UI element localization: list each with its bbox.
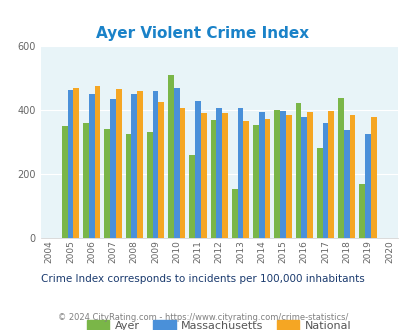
Bar [62, 126, 67, 238]
Bar [274, 110, 279, 238]
Bar [158, 102, 164, 238]
Bar [337, 98, 343, 238]
Bar [301, 117, 307, 238]
Bar [173, 88, 179, 238]
Bar [231, 189, 237, 238]
Text: Crime Index corresponds to incidents per 100,000 inhabitants: Crime Index corresponds to incidents per… [41, 274, 364, 284]
Bar [110, 99, 115, 238]
Legend: Ayer, Massachusetts, National: Ayer, Massachusetts, National [83, 316, 355, 330]
Bar [222, 113, 227, 238]
Bar [370, 117, 376, 238]
Bar [364, 134, 370, 238]
Bar [243, 121, 249, 238]
Bar [349, 115, 354, 238]
Bar [94, 86, 100, 238]
Bar [200, 113, 206, 238]
Bar [73, 88, 79, 238]
Bar [131, 94, 137, 238]
Bar [285, 115, 291, 238]
Bar [137, 91, 143, 238]
Bar [115, 89, 121, 238]
Bar [89, 94, 94, 238]
Bar [104, 128, 110, 238]
Bar [195, 101, 200, 238]
Bar [83, 123, 89, 238]
Bar [295, 103, 301, 238]
Bar [147, 132, 152, 238]
Bar [179, 108, 185, 238]
Bar [125, 134, 131, 238]
Bar [316, 148, 322, 238]
Bar [189, 155, 195, 238]
Text: Ayer Violent Crime Index: Ayer Violent Crime Index [96, 26, 309, 41]
Bar [328, 111, 333, 238]
Bar [264, 119, 270, 238]
Bar [210, 120, 216, 238]
Bar [307, 112, 312, 238]
Bar [343, 130, 349, 238]
Bar [152, 91, 158, 238]
Text: © 2024 CityRating.com - https://www.cityrating.com/crime-statistics/: © 2024 CityRating.com - https://www.city… [58, 313, 347, 322]
Bar [168, 75, 173, 238]
Bar [279, 111, 285, 238]
Bar [322, 123, 328, 238]
Bar [67, 90, 73, 238]
Bar [253, 125, 258, 238]
Bar [358, 184, 364, 238]
Bar [258, 112, 264, 238]
Bar [216, 108, 222, 238]
Bar [237, 108, 243, 238]
